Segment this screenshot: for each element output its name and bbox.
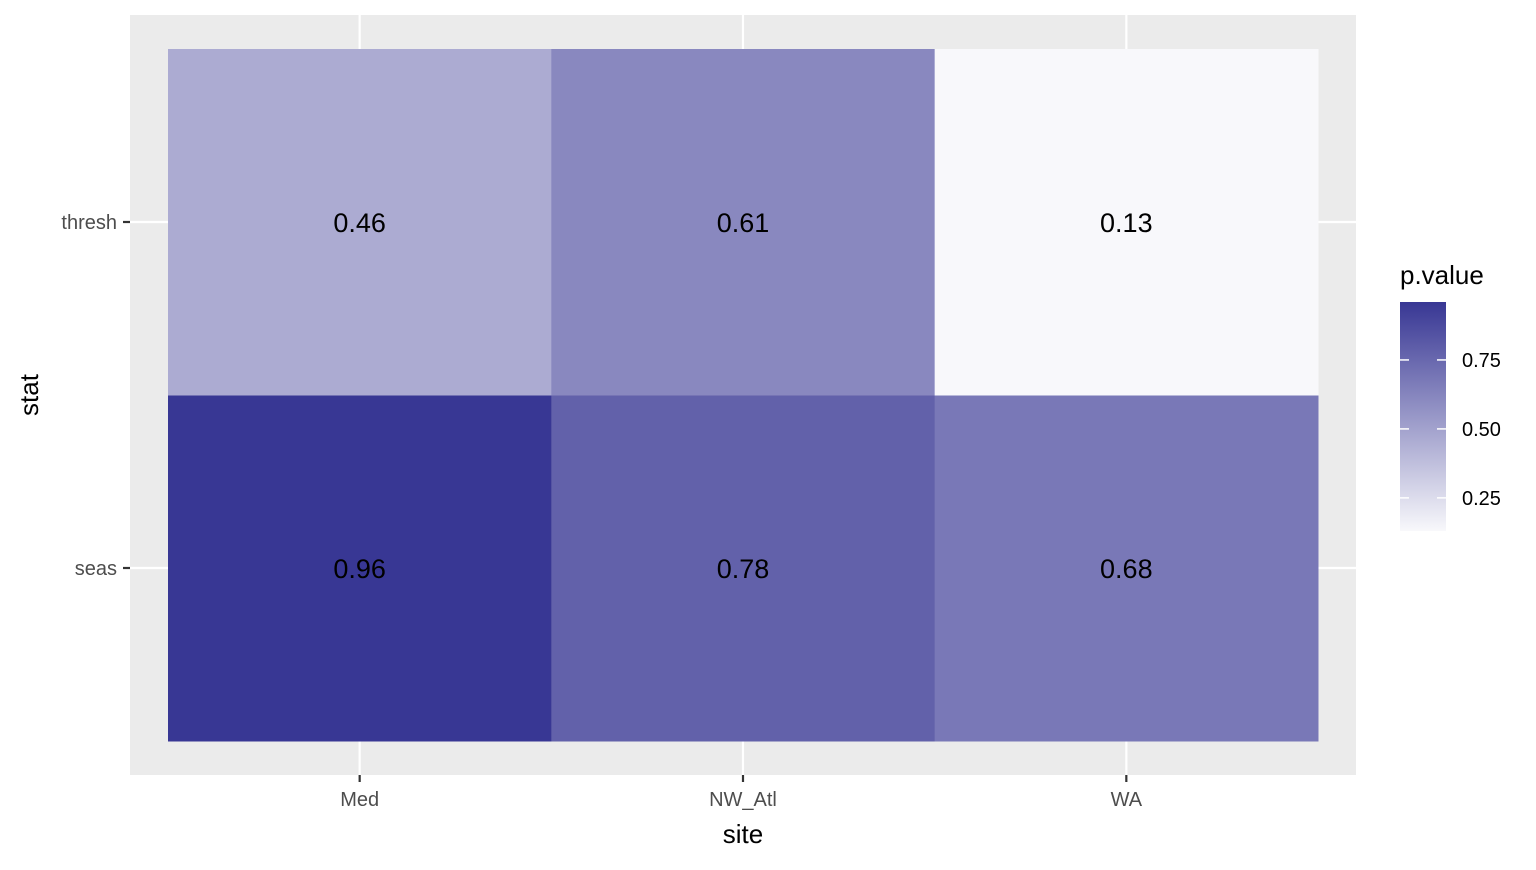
legend-title: p.value bbox=[1400, 260, 1484, 290]
x-tick-label: WA bbox=[1111, 789, 1143, 811]
y-axis-title: stat bbox=[14, 373, 44, 416]
cell-label: 0.46 bbox=[333, 208, 386, 238]
x-tick-label: NW_Atl bbox=[709, 789, 777, 811]
y-tick-label: thresh bbox=[61, 212, 117, 234]
cell-label: 0.13 bbox=[1100, 208, 1153, 238]
x-axis-title: site bbox=[723, 819, 763, 849]
heatmap-cells bbox=[168, 49, 1319, 742]
legend-tick-label: 0.50 bbox=[1462, 419, 1501, 441]
heatmap-cell-WA-thresh bbox=[934, 49, 1319, 396]
cell-label: 0.68 bbox=[1100, 554, 1153, 584]
axes: Med NW_Atl WA seas thresh bbox=[61, 212, 1142, 811]
cell-label: 0.78 bbox=[717, 554, 770, 584]
legend-tick-label: 0.75 bbox=[1462, 350, 1501, 372]
heatmap-cell-NW_Atl-thresh bbox=[551, 49, 936, 396]
cell-label: 0.61 bbox=[717, 208, 770, 238]
legend-tick-label: 0.25 bbox=[1462, 488, 1501, 510]
heatmap-cell-WA-seas bbox=[934, 395, 1319, 742]
heatmap-cell-NW_Atl-seas bbox=[551, 395, 936, 742]
legend-colorbar bbox=[1400, 302, 1446, 531]
legend: p.value 0.25 0.50 0.75 bbox=[1400, 260, 1501, 531]
y-tick-label: seas bbox=[75, 558, 117, 580]
heatmap-cell-Med-seas bbox=[168, 395, 552, 742]
cell-label: 0.96 bbox=[333, 554, 386, 584]
heatmap-cell-Med-thresh bbox=[168, 49, 552, 396]
cell-labels: 0.96 0.78 0.68 0.46 0.61 0.13 bbox=[333, 208, 1152, 584]
x-tick-label: Med bbox=[340, 789, 379, 811]
